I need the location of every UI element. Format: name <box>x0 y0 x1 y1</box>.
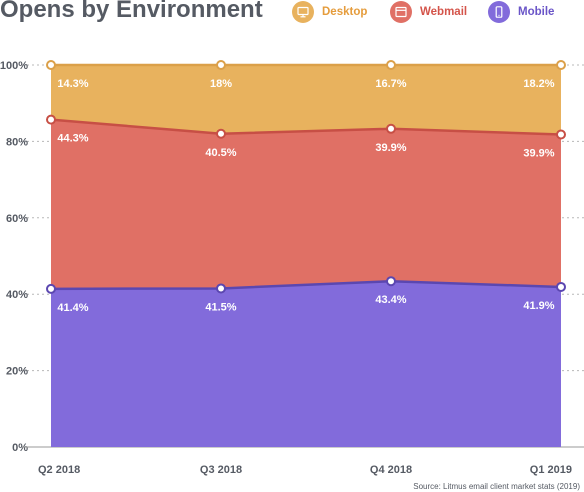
mobile-area <box>51 281 561 447</box>
desktop-value-label: 14.3% <box>57 78 88 90</box>
legend: Desktop Webmail Mobile <box>0 0 584 28</box>
webmail-value-label: 40.5% <box>205 147 236 159</box>
mobile-value-label: 41.9% <box>523 300 554 312</box>
y-tick-label: 20% <box>6 366 28 378</box>
webmail-area <box>51 119 561 289</box>
y-tick-label: 80% <box>6 136 28 148</box>
mobile-line <box>50 279 562 291</box>
x-tick-label: Q2 2018 <box>38 464 80 476</box>
x-tick-label: Q3 2018 <box>200 464 242 476</box>
legend-item-mobile: Mobile <box>488 0 554 24</box>
legend-label-webmail: Webmail <box>420 6 468 18</box>
phone-icon <box>488 1 510 23</box>
desktop-value-label: 18.2% <box>523 78 554 90</box>
desktop-area <box>51 65 561 135</box>
y-tick-label: 0% <box>12 442 28 454</box>
mobile-marker <box>216 283 226 294</box>
webmail-value-label: 39.9% <box>375 142 406 154</box>
desktop-marker <box>216 60 226 70</box>
mobile-value-label: 41.4% <box>57 302 88 314</box>
desktop-marker <box>556 60 566 70</box>
x-tick-label: Q4 2018 <box>370 464 412 476</box>
desktop-value-label: 16.7% <box>375 78 406 90</box>
desktop-marker <box>46 60 56 70</box>
source-note: Source: Litmus email client market stats… <box>413 482 580 491</box>
webmail-value-label: 39.9% <box>523 148 554 160</box>
desktop-marker <box>386 60 396 70</box>
webmail-marker <box>556 129 566 140</box>
monitor-icon <box>292 1 314 23</box>
webmail-marker <box>216 128 226 139</box>
x-tick-label: Q1 2019 <box>530 464 572 476</box>
mobile-value-label: 43.4% <box>375 294 406 306</box>
webmail-marker <box>386 123 396 134</box>
y-tick-label: 100% <box>0 60 28 72</box>
legend-item-webmail: Webmail <box>390 0 467 24</box>
mobile-marker <box>46 283 56 294</box>
chart-title: Opens by Environment <box>0 0 263 23</box>
legend-label-desktop: Desktop <box>322 6 368 18</box>
legend-label-mobile: Mobile <box>518 6 555 18</box>
legend-item-desktop: Desktop <box>292 0 367 24</box>
mobile-marker <box>556 281 566 292</box>
webmail-line <box>50 118 562 136</box>
webmail-marker <box>46 114 56 125</box>
browser-window-icon <box>390 1 412 23</box>
y-tick-label: 60% <box>6 213 28 225</box>
mobile-marker <box>386 276 396 287</box>
desktop-value-label: 18% <box>210 78 232 90</box>
mobile-value-label: 41.5% <box>205 301 236 313</box>
webmail-value-label: 44.3% <box>57 133 88 145</box>
y-tick-label: 40% <box>6 289 28 301</box>
